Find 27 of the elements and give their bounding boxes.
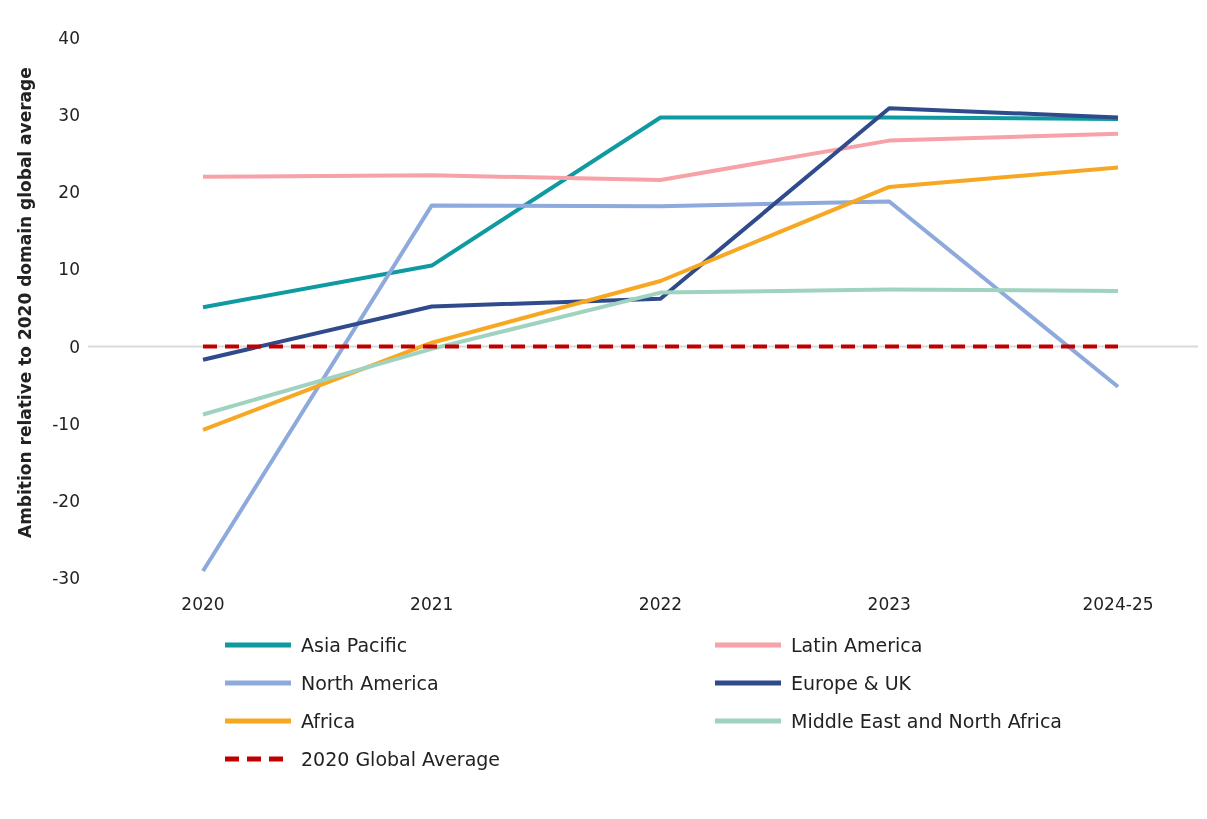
line-series [201, 131, 1120, 182]
y-tick-label: -20 [52, 490, 80, 511]
y-tick-label: 30 [58, 105, 80, 126]
y-tick-label: 40 [58, 28, 80, 49]
y-tick-label: 20 [58, 182, 80, 203]
x-tick-label: 2023 [867, 594, 911, 615]
legend-label: Middle East and North Africa [791, 710, 1062, 732]
legend-label: 2020 Global Average [301, 748, 501, 770]
line-series [201, 115, 1120, 310]
legend-label: North America [301, 672, 439, 694]
line-series [201, 287, 1120, 417]
line-series [201, 106, 1120, 362]
x-tick-label: 2020 [181, 594, 225, 615]
y-axis-title: Ambition relative to 2020 domain global average [15, 67, 36, 538]
y-tick-label: -10 [52, 413, 80, 434]
legend-label: Africa [301, 710, 356, 732]
legend-label: Asia Pacific [301, 634, 408, 656]
legend-label: Latin America [791, 634, 923, 656]
line-series [201, 165, 1120, 432]
y-tick-label: -30 [52, 568, 80, 589]
x-tick-label: 2022 [638, 594, 683, 615]
legend-label: Europe & UK [791, 672, 912, 694]
line-series [201, 199, 1120, 574]
x-tick-label: 2024-25 [1082, 594, 1154, 615]
x-tick-label: 2021 [410, 594, 454, 615]
y-tick-label: 10 [58, 259, 80, 280]
y-tick-label: 0 [69, 336, 80, 357]
